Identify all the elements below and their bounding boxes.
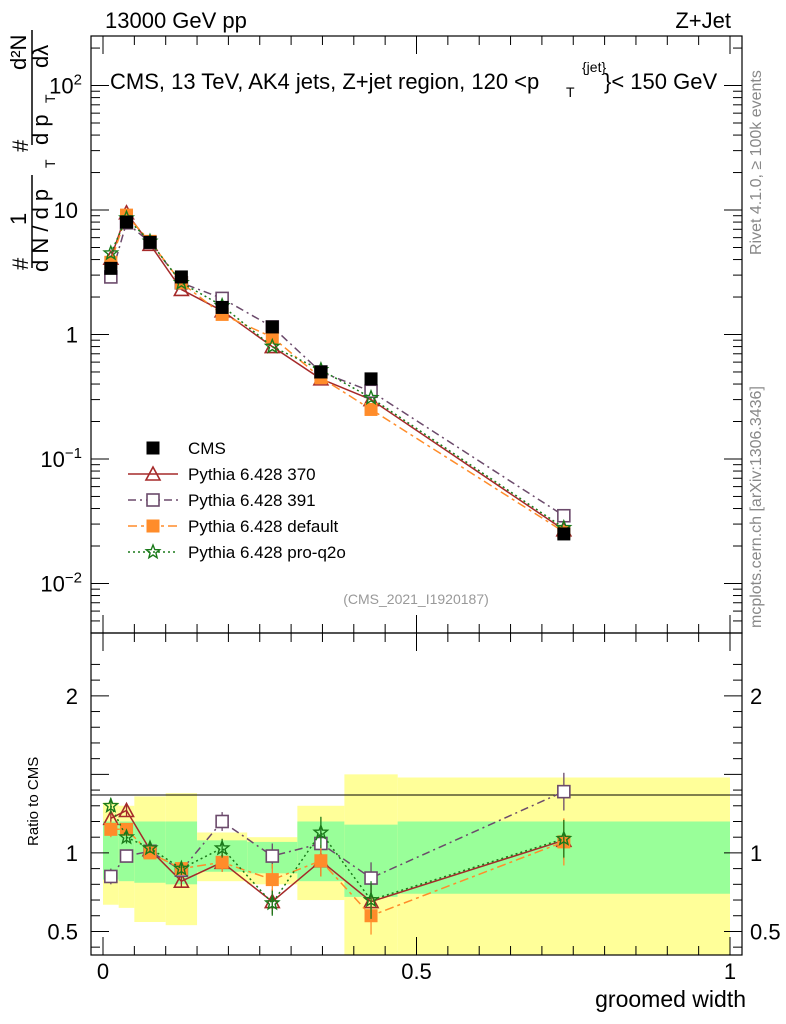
title-sup-jet: {jet} [582, 59, 606, 75]
ratio-ytick-label-right: 2 [750, 684, 762, 709]
main-point-cms [215, 300, 229, 314]
legend-label-pythia-6-428-370: Pythia 6.428 370 [188, 465, 316, 484]
ylabel-sub-t-1: T [42, 159, 58, 168]
ylabel-dpt: d p [28, 114, 53, 145]
ylabel-hash-2: # [8, 139, 33, 152]
header-left: 13000 GeV pp [105, 8, 247, 33]
ratio-series-group [102, 772, 573, 935]
analysis-id-label: (CMS_2021_I1920187) [343, 591, 489, 607]
legend-marker-pythia-6-428-default [146, 519, 160, 533]
xtick-label: 1 [724, 959, 736, 984]
plot-title: CMS, 13 TeV, AK4 jets, Z+jet region, 120… [110, 59, 717, 100]
main-point-pythia-6-428-pro-q2o [102, 244, 120, 261]
main-ytick-label: 10 [54, 198, 78, 223]
main-ytick-label: 102 [49, 72, 82, 99]
ratio-point-pythia-6-428-pro-q2o [141, 839, 159, 856]
ratio-point-pythia-6-428-pro-q2o [213, 839, 231, 856]
main-point-cms [104, 261, 118, 275]
title-end: }< 150 GeV [604, 69, 717, 94]
ratio-point-pythia-6-428-default [314, 854, 328, 868]
ratio-ytick-label-left: 2 [66, 684, 78, 709]
ratio-point-pythia-6-428-pro-q2o [263, 894, 281, 911]
ratio-point-pythia-6-428-pro-q2o [362, 891, 380, 908]
ratio-point-pythia-6-428-pro-q2o [555, 829, 573, 846]
main-ytick-label: 10−2 [40, 569, 82, 596]
ratio-uncertainty-bands [103, 774, 730, 955]
legend-label-pythia-6-428-391: Pythia 6.428 391 [188, 491, 316, 510]
legend-label-cms: CMS [188, 439, 226, 458]
ylabel-hash-1: # [8, 257, 33, 270]
xtick-label: 0 [97, 959, 109, 984]
band-inner-bin [103, 821, 119, 880]
ratio-ytick-label-left: 1 [66, 841, 78, 866]
ratio-point-pythia-6-428-default [265, 873, 279, 887]
ratio-point-pythia-6-428-pro-q2o [118, 828, 136, 845]
ratio-point-pythia-6-428-391 [104, 869, 118, 884]
header-right: Z+Jet [675, 8, 731, 33]
main-point-cms [314, 365, 328, 379]
main-ytick-label: 10−1 [40, 445, 82, 472]
legend-marker-pythia-6-428-370 [144, 465, 162, 481]
rivet-version-label: Rivet 4.1.0, ≥ 100k events [748, 70, 765, 255]
main-ylabel: # 1 d N / d p T # d²N d p T dλ [6, 30, 58, 272]
main-series-group [102, 204, 573, 541]
ylabel-d2n: d²N [6, 35, 31, 70]
ratio-point-pythia-6-428-default [215, 855, 229, 869]
main-point-cms [557, 527, 571, 541]
ylabel-one: 1 [6, 213, 31, 225]
title-sub-t: T [566, 84, 575, 100]
main-point-pythia-6-428-default [364, 402, 378, 416]
legend-label-pythia-6-428-default: Pythia 6.428 default [188, 517, 339, 536]
main-point-cms [174, 270, 188, 284]
ratio-point-pythia-6-428-370 [173, 872, 190, 888]
ratio-point-pythia-6-428-391 [265, 849, 280, 863]
legend-marker-cms [146, 441, 160, 455]
ratio-point-pythia-6-428-default [104, 822, 118, 836]
legend-label-pythia-6-428-pro-q2o: Pythia 6.428 pro-q2o [188, 543, 346, 562]
ratio-ytick-label-right: 0.5 [750, 919, 781, 944]
legend-marker-pythia-6-428-391 [146, 493, 160, 507]
main-point-cms [120, 215, 134, 229]
ratio-ytick-label-right: 1 [750, 841, 762, 866]
main-point-pythia-6-428-pro-q2o [263, 337, 281, 354]
ratio-line-pythia-6-428-pro-q2o [110, 805, 565, 905]
xtick-label: 0.5 [401, 959, 432, 984]
ylabel-sub-t-2: T [42, 94, 58, 103]
ratio-point-pythia-6-428-pro-q2o [312, 823, 330, 840]
ylabel-dn-dpt: d N / d p [28, 189, 53, 272]
title-main: CMS, 13 TeV, AK4 jets, Z+jet region, 120… [110, 69, 539, 94]
ylabel-dlambda: dλ [28, 45, 53, 68]
legend: CMS Pythia 6.428 370 Pythia 6.428 391 Pythi… [128, 439, 346, 562]
legend-marker-pythia-6-428-pro-q2o [144, 543, 162, 560]
ratio-yaxis: 0.5 0.5 1 1 2 2 [47, 663, 781, 948]
ratio-point-pythia-6-428-391 [119, 849, 134, 863]
mcplots-label: mcplots.cern.ch [arXiv:1306.3436] [748, 386, 765, 628]
xaxis: 0 0.5 1 [97, 36, 736, 984]
main-ytick-label: 1 [66, 323, 78, 348]
main-yaxis: 10−2 10−1 1 10 102 [40, 47, 742, 634]
main-point-cms [364, 372, 378, 386]
ratio-point-pythia-6-428-391 [557, 784, 571, 799]
ratio-ylabel: Ratio to CMS [25, 757, 42, 846]
ratio-point-pythia-6-428-370 [118, 801, 135, 818]
ratio-point-pythia-6-428-pro-q2o [172, 859, 190, 876]
xaxis-label: groomed width [595, 986, 746, 1012]
main-point-pythia-6-428-pro-q2o [362, 388, 380, 406]
ratio-point-pythia-6-428-391 [215, 814, 229, 829]
main-line-pythia-6-428-391 [110, 221, 565, 517]
ratio-ytick-label-left: 0.5 [47, 919, 78, 944]
main-point-cms [265, 320, 279, 334]
ratio-point-pythia-6-428-pro-q2o [102, 796, 120, 813]
main-line-pythia-6-428-pro-q2o [110, 216, 565, 529]
main-point-cms [143, 235, 157, 249]
